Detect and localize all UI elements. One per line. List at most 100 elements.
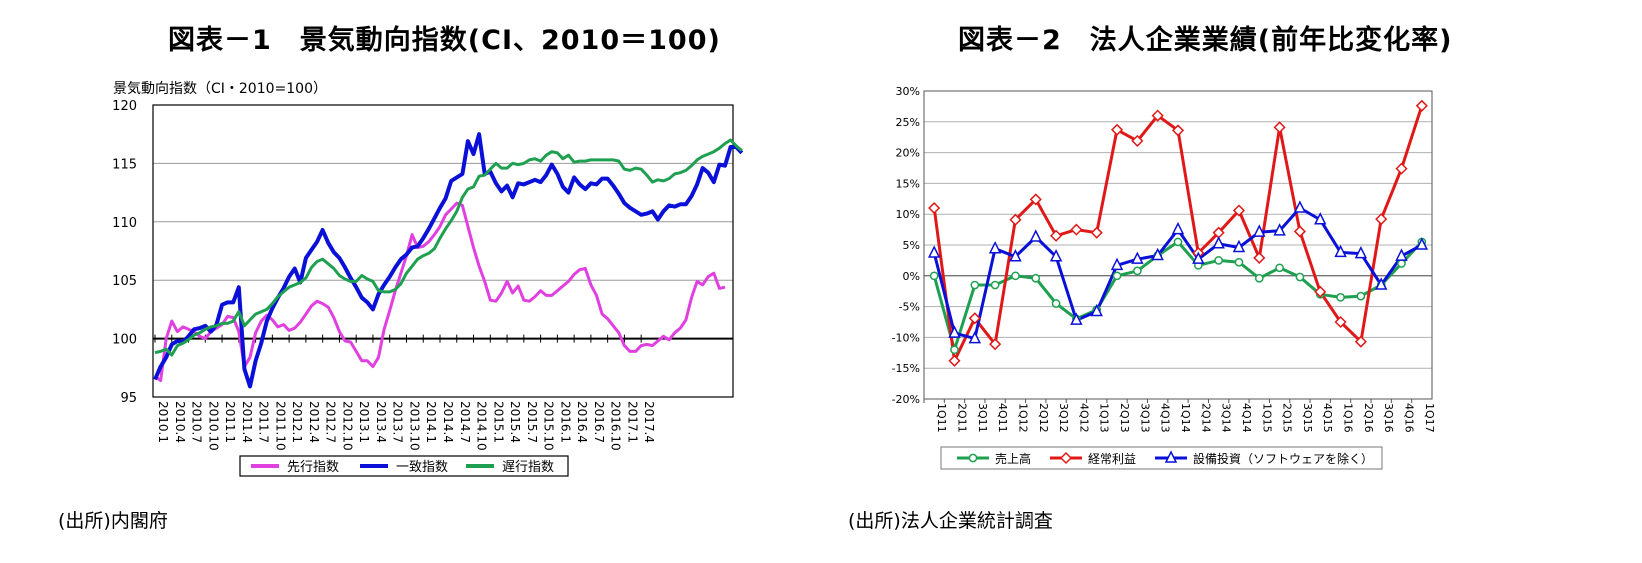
right-chart-title: 図表－2 法人企業業績(前年比変化率) (958, 25, 1453, 56)
data-point (1031, 273, 1041, 283)
data-point (1070, 223, 1083, 236)
x-tick-label: 2015.1 (491, 401, 505, 443)
x-tick-label: 4Q15 (1321, 403, 1334, 433)
data-point (1131, 251, 1144, 264)
data-point (1334, 315, 1347, 329)
y-tick-label: 95 (120, 391, 137, 406)
data-point (1029, 193, 1042, 206)
y-tick-label: -5% (899, 301, 920, 314)
data-point (1214, 256, 1223, 265)
data-point (1356, 291, 1366, 301)
x-tick-label: 3Q11 (976, 403, 989, 433)
x-tick-label: 4Q14 (1240, 403, 1253, 433)
x-tick-label: 2Q13 (1118, 403, 1131, 433)
data-point (1110, 123, 1124, 136)
y-tick-label: 15% (896, 177, 920, 190)
legend-label: 一致指数 (396, 460, 448, 475)
x-tick-label: 2013.10 (407, 401, 421, 451)
data-point (1009, 213, 1022, 226)
x-tick-label: 2015.4 (508, 401, 522, 443)
y-tick-label: 10% (896, 208, 920, 221)
data-point (1050, 229, 1063, 242)
x-tick-label: 4Q11 (996, 403, 1009, 433)
x-tick-label: 2012.10 (340, 401, 354, 451)
data-point (1354, 335, 1367, 348)
data-point (1009, 249, 1022, 262)
x-tick-label: 1Q13 (1098, 403, 1111, 433)
data-point (1273, 223, 1286, 236)
data-point (1090, 226, 1103, 239)
x-tick-label: 2013.1 (357, 401, 371, 443)
x-tick-label: 1Q12 (1016, 403, 1029, 433)
x-tick-label: 2014.7 (458, 401, 472, 443)
data-point (1051, 299, 1061, 308)
x-tick-label: 2011.10 (273, 401, 287, 451)
legend-marker (1059, 451, 1073, 465)
data-point (1314, 212, 1327, 225)
data-point (1354, 245, 1368, 259)
data-point (1133, 266, 1142, 276)
data-point (989, 338, 1002, 351)
data-point (1415, 237, 1429, 250)
x-tick-label: 2016.1 (558, 401, 572, 443)
right-chart-source: (出所)法人企業統計調査 (848, 510, 1053, 532)
data-point (929, 271, 939, 281)
data-point (1254, 273, 1264, 283)
x-tick-label: 2012.7 (324, 401, 338, 443)
x-tick-label: 2014.1 (424, 401, 438, 443)
x-tick-label: 2010.10 (206, 401, 220, 451)
left-chart-source: (出所)内閣府 (58, 510, 168, 532)
x-tick-label: 2Q16 (1362, 403, 1375, 433)
x-tick-label: 1Q15 (1260, 403, 1273, 433)
x-tick-label: 3Q14 (1220, 403, 1233, 433)
legend-box (239, 455, 569, 477)
data-point (988, 241, 1002, 254)
x-tick-label: 1Q14 (1179, 403, 1192, 433)
data-point (950, 345, 959, 355)
data-point (968, 330, 982, 344)
series-line (153, 132, 744, 389)
x-tick-label: 2Q14 (1199, 403, 1212, 433)
data-point (968, 312, 981, 325)
data-point (1171, 124, 1185, 137)
legend-label: 先行指数 (287, 460, 339, 475)
x-tick-label: 2012.1 (290, 401, 304, 443)
data-point (1192, 251, 1205, 264)
data-point (1232, 204, 1246, 217)
data-point (1049, 249, 1063, 262)
x-tick-label: 2013.7 (391, 401, 405, 443)
x-tick-label: 3Q13 (1138, 403, 1151, 433)
data-point (1293, 200, 1307, 213)
data-point (1334, 244, 1347, 258)
data-point (1395, 162, 1408, 175)
y-tick-label: 5% (903, 239, 920, 252)
data-point (1151, 247, 1164, 261)
x-tick-label: 2017.1 (625, 401, 639, 443)
x-tick-label: 2013.4 (374, 401, 388, 443)
data-point (1375, 213, 1388, 226)
x-tick-label: 3Q12 (1057, 403, 1070, 433)
data-point (970, 280, 980, 290)
data-point (1090, 303, 1103, 317)
data-point (1171, 221, 1185, 235)
x-tick-label: 2012.4 (307, 401, 321, 443)
x-tick-label: 3Q15 (1301, 403, 1314, 433)
x-tick-label: 2015.7 (525, 401, 539, 443)
y-tick-label: 0% (903, 270, 920, 283)
data-point (1212, 236, 1225, 249)
plot-frame (923, 90, 1433, 400)
x-tick-label: 2014.4 (441, 401, 455, 443)
data-point (928, 201, 941, 215)
legend-label: 売上高 (995, 451, 1031, 466)
data-point (1395, 248, 1408, 261)
data-point (1253, 224, 1266, 237)
x-tick-label: 2016.7 (592, 401, 606, 443)
y-tick-label: 30% (896, 85, 920, 98)
data-point (1070, 312, 1083, 325)
x-tick-label: 2Q12 (1037, 403, 1050, 433)
data-point (1151, 109, 1164, 122)
data-point (1131, 134, 1144, 147)
data-point (1295, 272, 1305, 282)
